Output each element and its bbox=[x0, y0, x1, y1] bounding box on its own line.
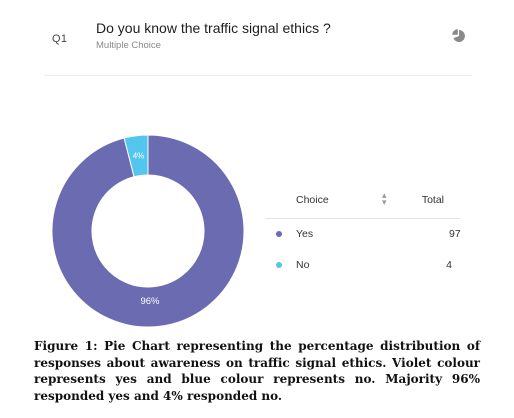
figure-caption: Figure 1: Pie Chart representing the per… bbox=[34, 339, 480, 403]
header-divider bbox=[44, 75, 472, 76]
row-label: No bbox=[296, 259, 310, 271]
legend-dot-no bbox=[276, 262, 282, 268]
results-table: Choice ▴ ▾ Total Yes 97 No 4 bbox=[266, 184, 460, 281]
header-total[interactable]: Total bbox=[421, 194, 444, 206]
question-type: Multiple Choice bbox=[96, 40, 161, 51]
slice-yes bbox=[51, 134, 245, 328]
table-header: Choice ▴ ▾ Total bbox=[266, 184, 460, 219]
row-label: Yes bbox=[296, 228, 314, 240]
donut-chart: 96% 4% bbox=[51, 134, 245, 328]
slice-no bbox=[123, 134, 149, 178]
table-row: No 4 bbox=[266, 250, 460, 281]
slice-label-yes: 96% bbox=[140, 296, 160, 307]
sort-icon[interactable]: ▴ ▾ bbox=[382, 190, 387, 207]
row-total: 97 bbox=[449, 228, 460, 240]
pie-chart-icon[interactable] bbox=[452, 29, 466, 43]
slice-label-no: 4% bbox=[133, 152, 145, 161]
row-total: 4 bbox=[446, 259, 452, 271]
question-number: Q1 bbox=[52, 33, 68, 45]
question-card: Q1 Do you know the traffic signal ethics… bbox=[34, 0, 480, 330]
legend-dot-yes bbox=[276, 231, 282, 237]
question-title: Do you know the traffic signal ethics ? bbox=[96, 20, 331, 36]
header-choice[interactable]: Choice bbox=[296, 194, 329, 206]
table-row: Yes 97 bbox=[266, 219, 460, 250]
